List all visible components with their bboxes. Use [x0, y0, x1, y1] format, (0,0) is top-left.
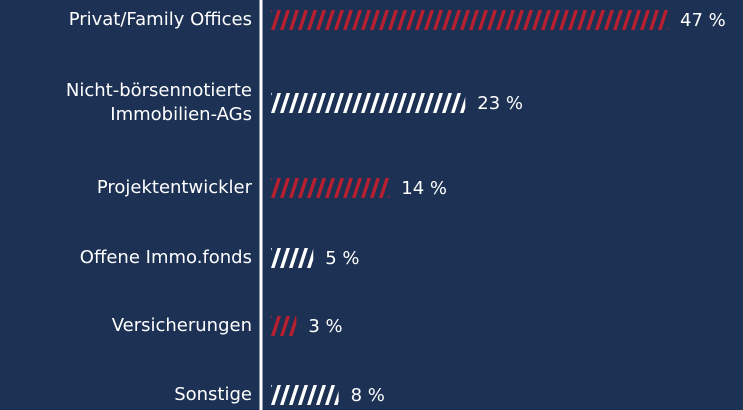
category-label: Nicht-börsennotierte Immobilien-AGs: [65, 80, 252, 125]
value-label: 5 %: [325, 248, 359, 269]
category-label: Offene Immo.fonds: [79, 247, 252, 268]
category-label: Projektentwickler: [96, 177, 252, 198]
value-label: 3 %: [308, 316, 342, 337]
value-label: 47 %: [680, 10, 726, 31]
bar: [271, 93, 466, 113]
category-label: Privat/Family Offices: [68, 9, 252, 30]
bar: [271, 316, 297, 336]
bar: [271, 10, 668, 30]
value-label: 8 %: [351, 385, 385, 406]
bar: [271, 178, 390, 198]
value-label: 14 %: [401, 178, 447, 199]
category-label: Sonstige: [174, 384, 252, 405]
value-label: 23 %: [477, 93, 523, 114]
category-label: Versicherungen: [111, 315, 252, 336]
bar: [271, 248, 314, 268]
bar: [271, 385, 339, 405]
